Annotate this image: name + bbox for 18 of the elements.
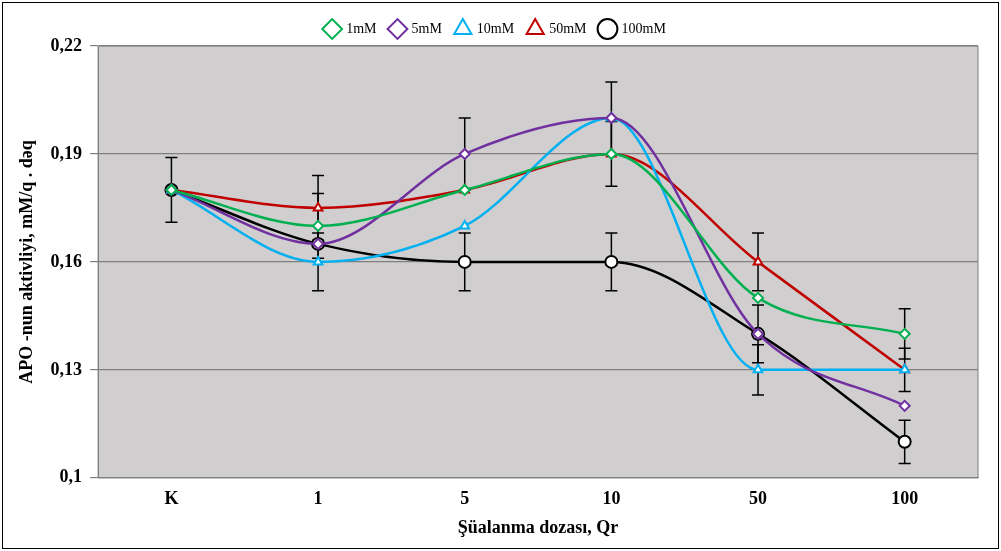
legend-label: 50mM [549, 20, 588, 36]
x-tick-label: 50 [749, 488, 768, 509]
y-axis-title: APO -nun aktivliyi, mM/q . dəq [16, 140, 37, 384]
x-tick-label: 5 [460, 488, 470, 509]
x-tick-label: 1 [313, 488, 323, 509]
legend-label: 100mM [621, 20, 667, 36]
y-tick-label: 0,16 [50, 250, 83, 271]
y-tick-label: 0,22 [50, 34, 83, 55]
y-tick-label: 0,13 [50, 358, 83, 379]
y-tick-label: 0,19 [50, 142, 83, 163]
x-tick-label: 10 [602, 488, 621, 509]
legend-label: 10mM [476, 20, 515, 36]
x-tick-label: K [164, 488, 179, 509]
y-tick-label: 0,1 [59, 466, 83, 487]
x-tick-label: 100 [891, 488, 919, 509]
legend-label: 1mM [346, 20, 378, 36]
x-axis-title: Şüalanma dozası, Qr [457, 516, 619, 537]
legend-label: 5mM [411, 20, 443, 36]
